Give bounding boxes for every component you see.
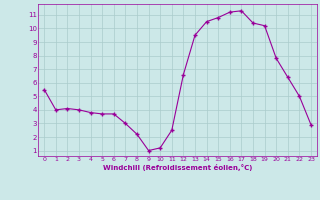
X-axis label: Windchill (Refroidissement éolien,°C): Windchill (Refroidissement éolien,°C)	[103, 164, 252, 171]
